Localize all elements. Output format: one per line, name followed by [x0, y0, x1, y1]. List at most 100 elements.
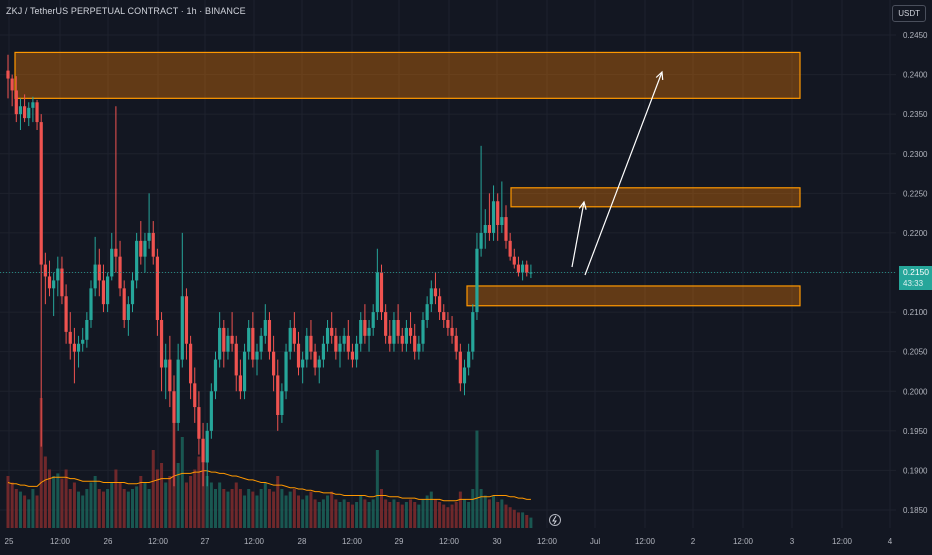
volume-bar [350, 504, 354, 528]
arrows[interactable] [571, 70, 664, 276]
volume-bar [238, 489, 242, 528]
volume-bar [68, 489, 72, 528]
symbol-header[interactable]: ZKJ / TetherUS PERPETUAL CONTRACT · 1h ·… [6, 6, 246, 16]
volume-bar [193, 469, 197, 528]
candle-body [296, 343, 301, 368]
candle-body [500, 217, 504, 225]
volume-bar [77, 491, 81, 528]
candle-body [226, 335, 230, 352]
volume-bar [251, 491, 255, 528]
candle-body [89, 288, 93, 320]
volume-bar [504, 504, 508, 528]
candle-body [471, 312, 475, 352]
x-tick-label: 12:00 [50, 537, 71, 546]
volume-bar [126, 491, 130, 528]
candle-body [425, 304, 429, 320]
volume-bar [259, 489, 263, 528]
candle-body [251, 327, 255, 360]
x-axis[interactable]: 25 12:00 26 12:00 27 12:00 28 12:00 29 12:00 30 12:… [0, 530, 896, 550]
volume-bar [85, 489, 89, 528]
candle-body [404, 327, 408, 344]
volume-bar [313, 499, 317, 528]
candle-body [81, 339, 85, 344]
lightning-icon-circle [549, 514, 561, 526]
volume-bar [475, 430, 479, 528]
y-tick-label: 0.1950 [903, 427, 928, 436]
y-tick-label: 0.2050 [903, 348, 928, 357]
candle-body [491, 201, 496, 233]
candle-body [164, 359, 168, 368]
volume-bar [429, 491, 433, 528]
candle-body [321, 343, 325, 360]
volume-bar [135, 486, 139, 528]
volume-bar [263, 482, 267, 528]
candle-body [18, 106, 23, 115]
volume-bar [413, 502, 417, 528]
volume-bar [52, 476, 56, 528]
volume-bar [6, 476, 10, 528]
candle-body [400, 335, 404, 344]
candle-body [230, 335, 234, 344]
volume-bar [508, 507, 512, 528]
candle-body [242, 351, 247, 392]
candle-body [479, 232, 483, 249]
volume-bar [205, 476, 209, 528]
volume-bar [326, 495, 330, 528]
zones[interactable] [14, 51, 801, 307]
volume-bar [255, 495, 259, 528]
volume-bar [272, 491, 276, 528]
volume-bar [388, 502, 392, 528]
volume-bar [446, 507, 450, 528]
volume-bar [139, 476, 143, 528]
x-tick-label: 29 [395, 537, 404, 546]
misc [549, 514, 561, 526]
volume-bar [147, 489, 151, 528]
y-tick-label: 0.1900 [903, 466, 928, 475]
x-tick-label: 30 [493, 537, 502, 546]
currency-button[interactable]: USDT [892, 5, 926, 22]
candle-body [487, 225, 491, 233]
candle-body [305, 335, 309, 360]
volume-bar [309, 491, 313, 528]
volume-bar [176, 463, 180, 528]
volume-bar [338, 502, 342, 528]
bar-countdown: 43:33 [903, 279, 924, 288]
candle-body [516, 264, 521, 273]
candle-body [234, 343, 238, 376]
volume-bar [288, 491, 292, 528]
candle-body [458, 351, 462, 384]
volume-bar [367, 502, 371, 528]
candle-body [184, 296, 189, 344]
candle-body [52, 280, 56, 289]
candle-body [14, 90, 18, 115]
volume-bar [164, 482, 168, 528]
candle-body [126, 304, 130, 320]
candle-body [496, 201, 500, 225]
candle-body [222, 327, 226, 352]
volume-bar [400, 504, 404, 528]
candle-body [56, 268, 60, 281]
x-tick-label: 12:00 [537, 537, 558, 546]
candle-body [392, 320, 396, 344]
volume-bar [230, 489, 234, 528]
volume-bar [479, 489, 483, 528]
volume-bar [371, 499, 375, 528]
trend-arrow-head [655, 70, 664, 81]
candle-body [408, 327, 413, 336]
candle-body [155, 256, 159, 320]
candle-body [27, 107, 31, 119]
candle-body [338, 343, 342, 352]
volume-bar [375, 450, 379, 528]
mid-resistance-zone [510, 187, 801, 208]
candle-body [159, 320, 164, 368]
volume-bar [234, 482, 238, 528]
candle-body [454, 335, 458, 352]
x-tick-label: 27 [201, 537, 210, 546]
candle-body [529, 272, 533, 274]
volume-bar [101, 491, 105, 528]
candle-body [238, 375, 242, 392]
volume-bar [118, 482, 122, 528]
volume-bar [243, 495, 247, 528]
